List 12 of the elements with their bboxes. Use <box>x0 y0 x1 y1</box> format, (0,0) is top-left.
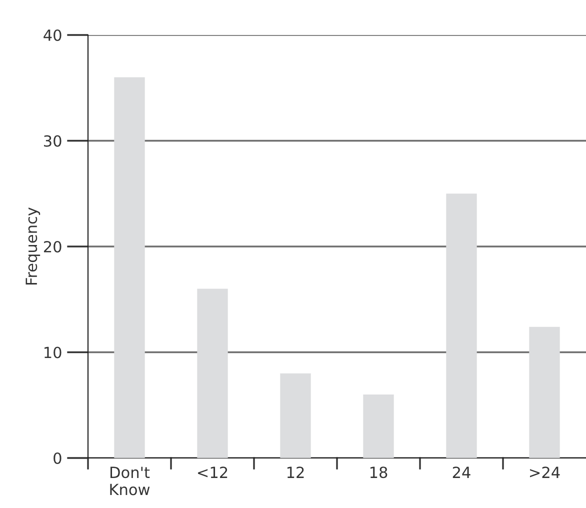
x-tick-label: 12 <box>287 466 304 478</box>
y-tick-label: 0 <box>54 452 62 464</box>
x-tick-label: 18 <box>370 466 388 478</box>
x-tick-label: 24 <box>452 466 470 478</box>
y-tick-label: 20 <box>44 240 62 253</box>
y-tick-label: 40 <box>44 29 62 42</box>
y-tick-label: 30 <box>44 135 62 147</box>
x-tick-label: Don't Know <box>110 466 150 496</box>
x-tick-label: <12 <box>198 466 228 478</box>
x-tick-label: >24 <box>530 466 560 478</box>
y-tick-label: 10 <box>44 346 62 358</box>
y-axis-title: Frequency <box>26 207 40 284</box>
